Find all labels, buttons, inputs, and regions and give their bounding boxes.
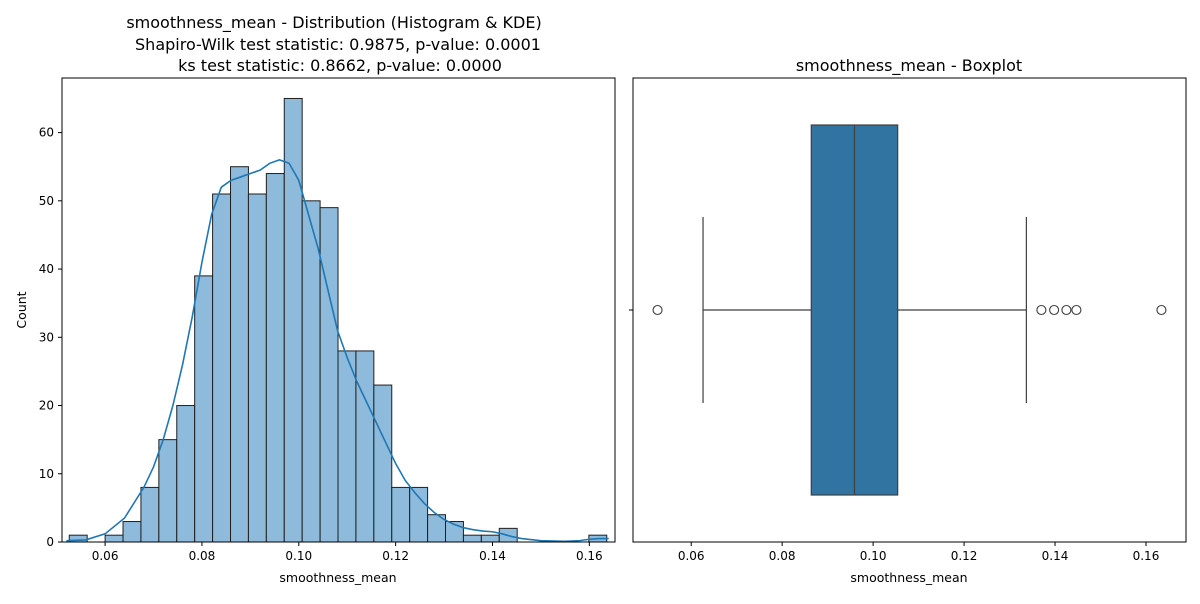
box-outlier: [1071, 304, 1082, 316]
hist-bar: [230, 166, 249, 543]
box-x-axis-label: smoothness_mean: [850, 570, 967, 585]
hist-x-tick-label: 0.12: [382, 549, 409, 563]
hist-x-tick-label: 0.08: [189, 549, 216, 563]
hist-bar: [480, 534, 500, 543]
box-x-tick-label: 0.10: [860, 549, 887, 563]
hist-y-tick-label: 10: [39, 467, 54, 481]
hist-y-tick-label: 60: [39, 126, 54, 140]
hist-y-tick-label: 30: [39, 330, 54, 344]
hist-bar: [462, 534, 482, 543]
box-x-tick-label: 0.16: [1133, 549, 1160, 563]
hist-y-tick-label: 50: [39, 194, 54, 208]
hist-title-line-1: smoothness_mean - Distribution (Histogra…: [126, 13, 541, 33]
hist-x-tick-label: 0.14: [479, 549, 506, 563]
box-marks: [652, 124, 1167, 496]
hist-bar: [337, 350, 357, 543]
hist-bars: [68, 97, 608, 543]
kde-curve: [66, 159, 609, 543]
hist-bar: [319, 207, 339, 543]
hist-bar: [391, 486, 411, 543]
hist-y-ticks: 0 10 20 30 40 50 60: [39, 126, 62, 549]
hist-x-axis-label: smoothness_mean: [279, 570, 396, 585]
hist-x-tick-label: 0.06: [92, 549, 119, 563]
box-title: smoothness_mean - Boxplot: [796, 56, 1022, 76]
hist-bar: [283, 97, 303, 543]
hist-bar: [301, 200, 321, 543]
hist-bar: [158, 439, 178, 543]
hist-title-line-2: Shapiro-Wilk test statistic: 0.9875, p-v…: [135, 35, 541, 54]
box-x-tick-label: 0.12: [951, 549, 978, 563]
box-x-tick-label: 0.14: [1042, 549, 1069, 563]
hist-bar: [265, 173, 285, 543]
hist-axes-frame: [61, 77, 616, 543]
hist-y-tick-label: 0: [46, 535, 54, 549]
hist-y-tick-label: 20: [39, 399, 54, 413]
box-outlier: [1049, 304, 1060, 316]
hist-title-line-3: ks test statistic: 0.8662, p-value: 0.00…: [178, 56, 502, 75]
hist-y-tick-label: 40: [39, 262, 54, 276]
hist-bar: [247, 193, 267, 543]
box-x-tick-label: 0.08: [769, 549, 796, 563]
hist-bar: [122, 521, 142, 543]
box-outlier: [652, 304, 663, 316]
hist-bar: [194, 275, 214, 543]
hist-bar: [355, 350, 375, 543]
box-x-ticks: 0.06 0.08 0.10 0.12 0.14 0.16: [678, 542, 1159, 563]
hist-bar: [212, 193, 232, 543]
hist-x-tick-label: 0.16: [576, 549, 603, 563]
box-outlier: [1036, 304, 1047, 316]
box-outlier: [1061, 304, 1072, 316]
histogram-panel: smoothness_mean - Distribution (Histogra…: [14, 13, 616, 585]
hist-bar: [140, 486, 160, 543]
boxplot-panel: smoothness_mean - Boxplot 0.06 0.08 0.10 0.…: [629, 56, 1187, 585]
hist-bar: [104, 534, 124, 543]
hist-x-tick-label: 0.10: [285, 549, 312, 563]
hist-bar: [176, 405, 196, 543]
hist-y-axis-label: Count: [14, 291, 29, 328]
hist-bar: [373, 384, 393, 543]
hist-x-ticks: 0.06 0.08 0.10 0.12 0.14 0.16: [92, 542, 603, 563]
box-x-tick-label: 0.06: [678, 549, 705, 563]
hist-bar: [409, 486, 429, 543]
box-outlier: [1156, 304, 1167, 316]
